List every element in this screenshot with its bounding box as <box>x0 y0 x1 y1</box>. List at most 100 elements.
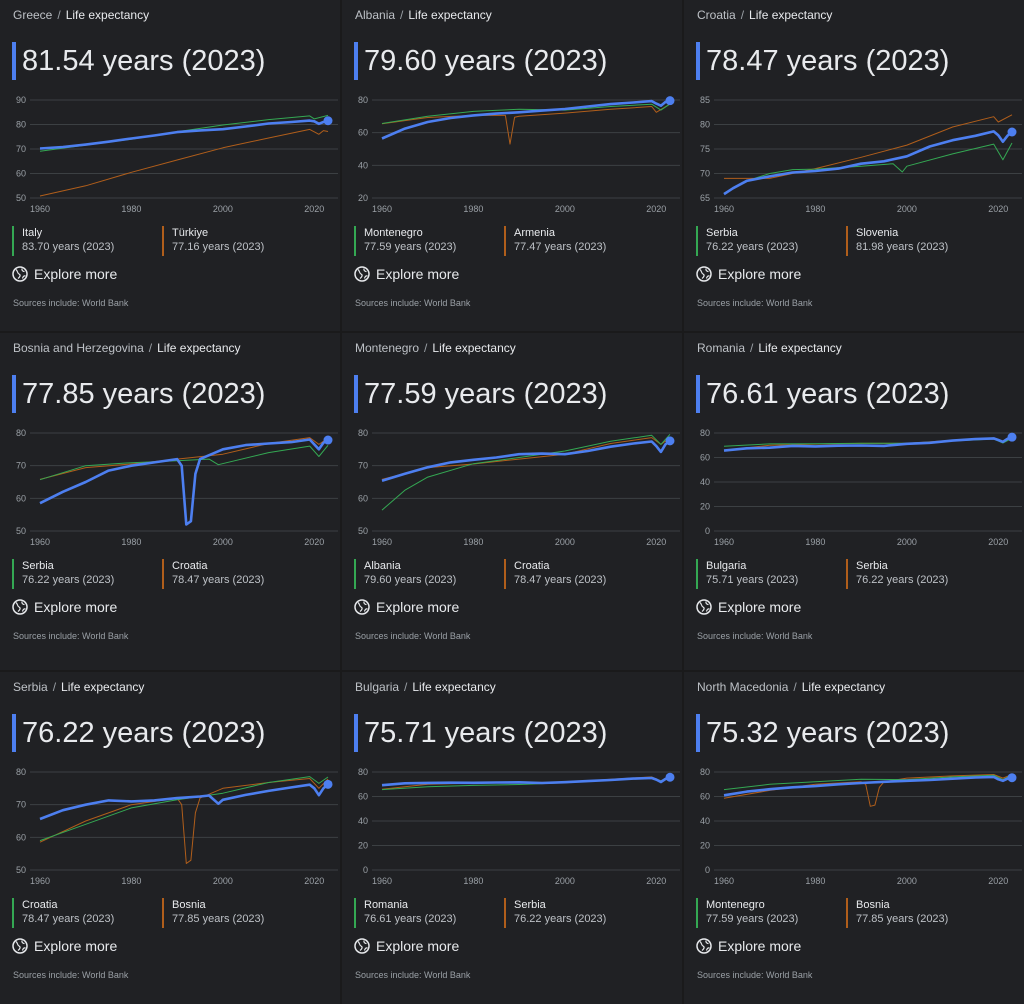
y-tick-label: 50 <box>16 526 26 536</box>
comparison-value: 81.98 years (2023) <box>856 241 949 253</box>
y-tick-label: 50 <box>358 526 368 536</box>
comparison-item[interactable]: Armenia 77.47 years (2023) <box>504 226 606 256</box>
life-expectancy-chart[interactable]: 20 40 60 80 1960 1980 2000 2020 <box>342 88 682 214</box>
breadcrumb-metric: Life expectancy <box>758 341 842 355</box>
breadcrumb-separator: / <box>400 8 404 22</box>
x-tick-label: 1960 <box>30 204 50 214</box>
life-expectancy-chart[interactable]: 0 20 40 60 80 1960 1980 2000 2020 <box>684 421 1024 547</box>
latest-point-marker <box>1007 432 1017 442</box>
main-series-line <box>381 776 671 787</box>
breadcrumb-separator: / <box>750 341 754 355</box>
x-tick-label: 1960 <box>372 204 392 214</box>
comparison-item[interactable]: Serbia 76.22 years (2023) <box>504 898 606 928</box>
comparison-legend: Albania 79.60 years (2023) Croatia 78.47… <box>354 559 674 593</box>
life-expectancy-chart[interactable]: 50 60 70 80 1960 1980 2000 2020 <box>0 421 340 547</box>
breadcrumb-country[interactable]: Bosnia and Herzegovina <box>13 341 144 355</box>
explore-more-label: Explore more <box>376 938 460 954</box>
y-tick-label: 20 <box>700 841 710 851</box>
breadcrumb-country[interactable]: North Macedonia <box>697 680 789 694</box>
comparison-item[interactable]: Montenegro 77.59 years (2023) <box>354 226 456 256</box>
life-expectancy-chart[interactable]: 50 60 70 80 90 1960 1980 2000 2020 <box>0 88 340 214</box>
explore-more-button[interactable]: Explore more <box>12 266 117 282</box>
y-tick-label: 75 <box>700 144 710 154</box>
x-tick-label: 1980 <box>805 537 825 547</box>
comparison-value: 77.85 years (2023) <box>856 913 949 925</box>
comparison-item[interactable]: Türkiye 77.16 years (2023) <box>162 226 264 256</box>
comparison-item[interactable]: Bosnia 77.85 years (2023) <box>846 898 948 928</box>
breadcrumb-country[interactable]: Bulgaria <box>355 680 400 694</box>
x-tick-label: 1980 <box>463 204 483 214</box>
x-tick-label: 1960 <box>30 537 50 547</box>
breadcrumb: Croatia / Life expectancy <box>697 8 832 22</box>
sources-note: Sources include: World Bank <box>697 298 813 308</box>
y-tick-label: 0 <box>363 865 368 875</box>
y-tick-label: 80 <box>700 767 710 777</box>
latest-point-marker <box>665 772 675 782</box>
x-tick-label: 2000 <box>213 876 233 886</box>
x-tick-label: 1980 <box>463 876 483 886</box>
latest-point-marker <box>1007 773 1017 783</box>
breadcrumb-separator: / <box>424 341 428 355</box>
comparison-item[interactable]: Serbia 76.22 years (2023) <box>846 559 948 589</box>
comparison-country: Serbia <box>514 899 546 911</box>
comparison-legend: Romania 76.61 years (2023) Serbia 76.22 … <box>354 898 674 932</box>
comparison-legend: Serbia 76.22 years (2023) Slovenia 81.98… <box>696 226 1016 260</box>
breadcrumb-country[interactable]: Romania <box>697 341 746 355</box>
y-tick-label: 80 <box>700 120 710 130</box>
breadcrumb-country[interactable]: Albania <box>355 8 396 22</box>
life-expectancy-chart[interactable]: 0 20 40 60 80 1960 1980 2000 2020 <box>684 760 1024 886</box>
life-expectancy-chart[interactable]: 50 60 70 80 1960 1980 2000 2020 <box>342 421 682 547</box>
comparison-legend: Bulgaria 75.71 years (2023) Serbia 76.22… <box>696 559 1016 593</box>
comparison-country: Serbia <box>706 227 738 239</box>
explore-more-button[interactable]: Explore more <box>696 266 801 282</box>
comparison-item[interactable]: Montenegro 77.59 years (2023) <box>696 898 798 928</box>
life-expectancy-chart[interactable]: 0 20 40 60 80 1960 1980 2000 2020 <box>342 760 682 886</box>
breadcrumb-country[interactable]: Croatia <box>697 8 736 22</box>
comparison-country: Serbia <box>856 560 888 572</box>
x-tick-label: 1960 <box>714 876 734 886</box>
comparison-value: 77.16 years (2023) <box>172 241 265 253</box>
comparison-item[interactable]: Serbia 76.22 years (2023) <box>12 559 114 589</box>
y-tick-label: 20 <box>358 841 368 851</box>
main-series-line <box>381 99 671 140</box>
life-expectancy-chart[interactable]: 50 60 70 80 1960 1980 2000 2020 <box>0 760 340 886</box>
y-tick-label: 50 <box>16 193 26 203</box>
latest-point-marker <box>323 435 333 445</box>
comparison-item[interactable]: Bosnia 77.85 years (2023) <box>162 898 264 928</box>
comparison-item[interactable]: Romania 76.61 years (2023) <box>354 898 456 928</box>
breadcrumb-country[interactable]: Serbia <box>13 680 48 694</box>
explore-more-button[interactable]: Explore more <box>12 938 117 954</box>
y-tick-label: 50 <box>16 865 26 875</box>
latest-point-marker <box>323 779 333 789</box>
explore-more-button[interactable]: Explore more <box>354 599 459 615</box>
y-tick-label: 60 <box>358 493 368 503</box>
comparison-item[interactable]: Croatia 78.47 years (2023) <box>162 559 264 589</box>
sources-note: Sources include: World Bank <box>355 298 471 308</box>
comparison-legend: Montenegro 77.59 years (2023) Bosnia 77.… <box>696 898 1016 932</box>
explore-more-button[interactable]: Explore more <box>354 938 459 954</box>
breadcrumb-country[interactable]: Montenegro <box>355 341 420 355</box>
x-tick-label: 2020 <box>646 204 666 214</box>
comparison-item[interactable]: Croatia 78.47 years (2023) <box>12 898 114 928</box>
breadcrumb-separator: / <box>740 8 745 22</box>
life-expectancy-chart[interactable]: 65 70 75 80 85 1960 1980 2000 2020 <box>684 88 1024 214</box>
comparison-item[interactable]: Serbia 76.22 years (2023) <box>696 226 798 256</box>
comparison-country: Türkiye <box>172 227 209 239</box>
breadcrumb-separator: / <box>57 8 61 22</box>
explore-more-button[interactable]: Explore more <box>354 266 459 282</box>
x-tick-label: 1980 <box>463 537 483 547</box>
comparison-item[interactable]: Italy 83.70 years (2023) <box>12 226 114 256</box>
explore-more-button[interactable]: Explore more <box>12 599 117 615</box>
breadcrumb-country[interactable]: Greece <box>13 8 53 22</box>
comparison-value: 77.85 years (2023) <box>172 913 265 925</box>
comparison-item[interactable]: Bulgaria 75.71 years (2023) <box>696 559 798 589</box>
comparison-item[interactable]: Albania 79.60 years (2023) <box>354 559 456 589</box>
comparison-item[interactable]: Croatia 78.47 years (2023) <box>504 559 606 589</box>
sources-note: Sources include: World Bank <box>697 631 813 641</box>
x-tick-label: 1980 <box>805 876 825 886</box>
country-card: Montenegro / Life expectancy 77.59 years (… <box>342 333 682 670</box>
explore-more-button[interactable]: Explore more <box>696 599 801 615</box>
comparison-item[interactable]: Slovenia 81.98 years (2023) <box>846 226 948 256</box>
explore-more-button[interactable]: Explore more <box>696 938 801 954</box>
